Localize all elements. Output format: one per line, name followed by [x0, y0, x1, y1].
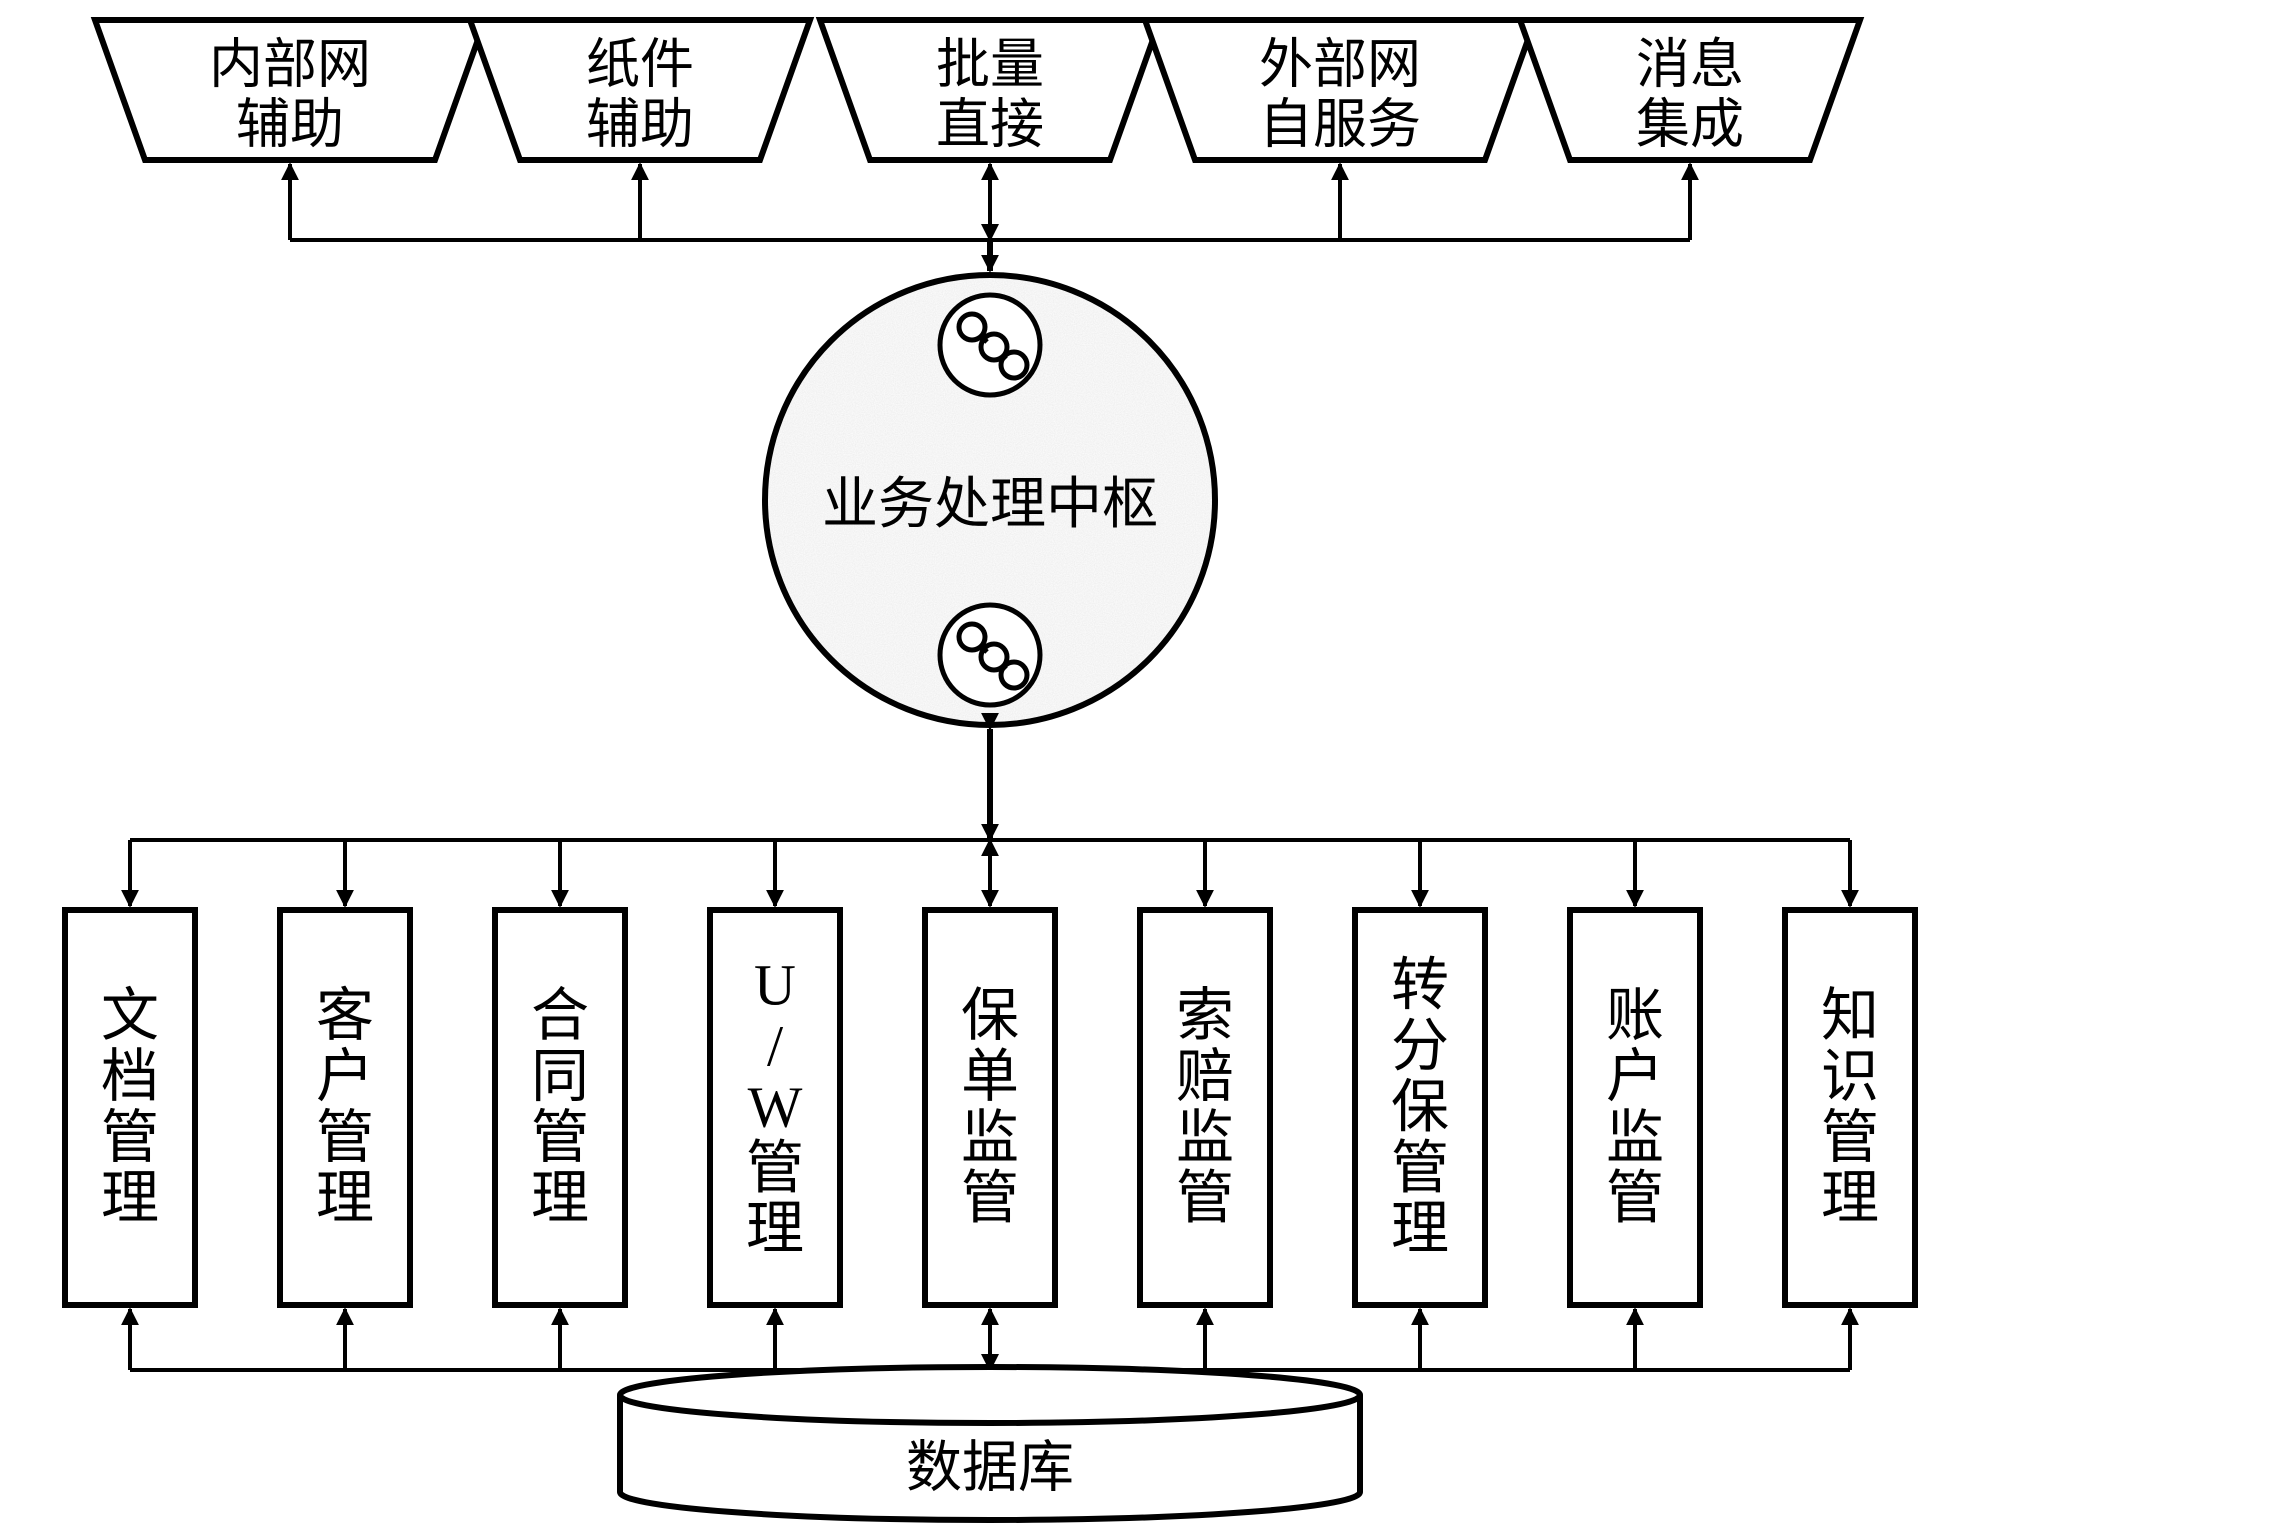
batch-direct-label-2: 直接 — [936, 94, 1044, 154]
intranet-assist-label-1: 内部网 — [209, 34, 371, 94]
policy-sup-label: 保单监管 — [961, 983, 1019, 1231]
extranet-self-label-1: 外部网 — [1259, 34, 1421, 94]
message-integ-label-2: 集成 — [1636, 94, 1744, 154]
claim-sup-label: 索赔监管 — [1176, 983, 1234, 1231]
paper-assist-label-2: 辅助 — [586, 94, 694, 154]
account-sup-label: 账户监管 — [1606, 983, 1664, 1231]
doc-mgmt-label: 文档管理 — [101, 983, 159, 1231]
reins-mgmt-label: 转分保管理 — [1391, 953, 1449, 1262]
database-label: 数据库 — [906, 1437, 1074, 1499]
customer-mgmt-label: 客户管理 — [316, 983, 374, 1231]
uw-mgmt-label: U/W管理 — [746, 953, 804, 1262]
knowledge-mgmt-label: 知识管理 — [1821, 983, 1879, 1231]
message-integ-label-1: 消息 — [1636, 34, 1744, 94]
hub-icon — [940, 295, 1040, 395]
batch-direct-label-1: 批量 — [936, 34, 1044, 94]
intranet-assist-label-2: 辅助 — [236, 94, 344, 154]
contract-mgmt-label: 合同管理 — [531, 983, 589, 1231]
database-cap — [620, 1367, 1360, 1423]
business-hub-label: 业务处理中枢 — [822, 474, 1158, 536]
hub-icon — [940, 605, 1040, 705]
paper-assist-label-1: 纸件 — [586, 34, 694, 94]
extranet-self-label-2: 自服务 — [1259, 94, 1421, 154]
